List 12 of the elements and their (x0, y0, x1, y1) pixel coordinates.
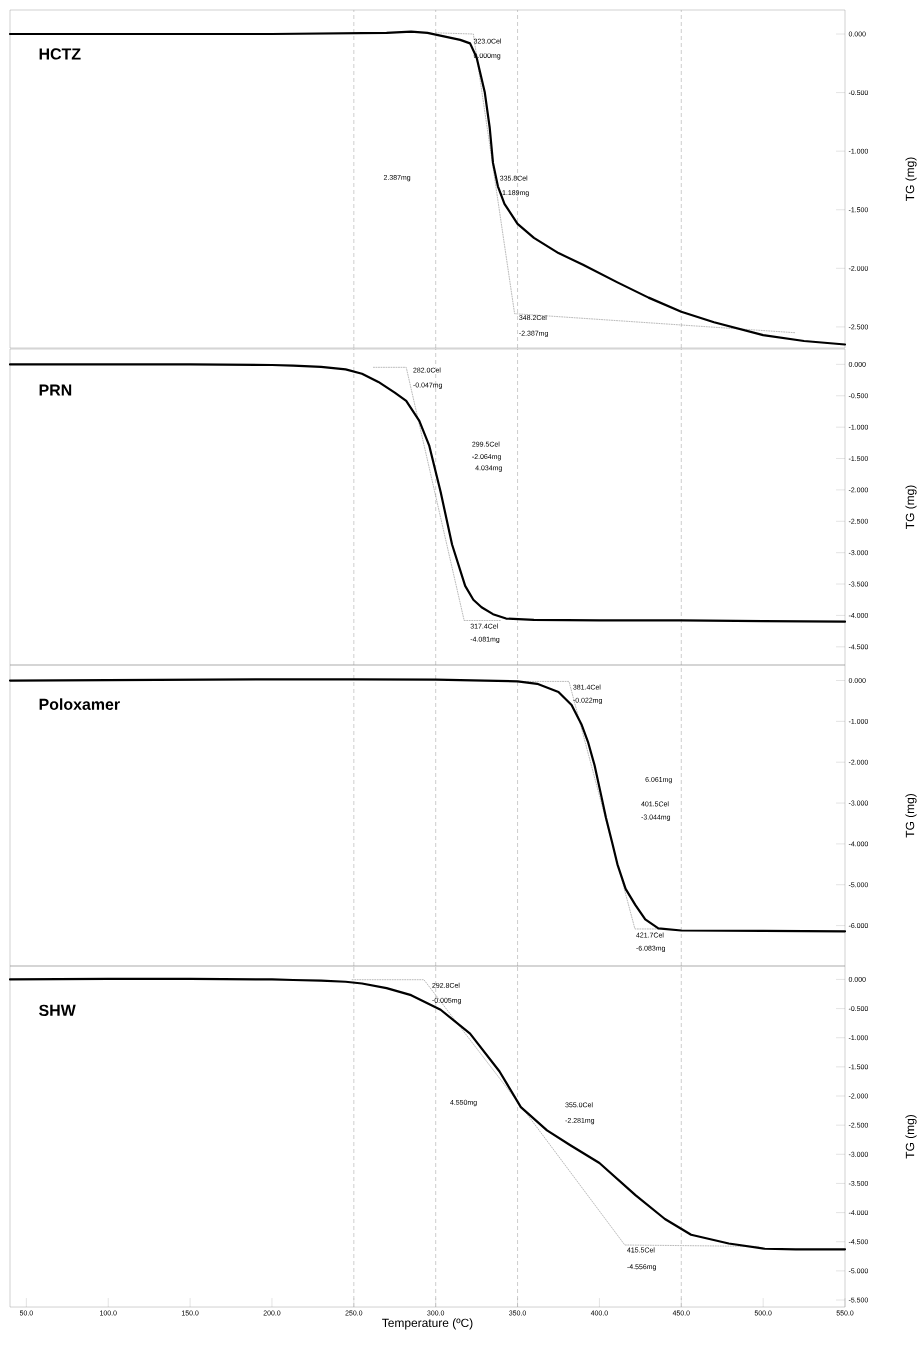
text: Poloxamer (39, 698, 120, 710)
line-series (8, 678, 847, 933)
line-series (8, 977, 847, 1251)
y-axis-title: TG (mg) (905, 157, 917, 201)
text: PRN (39, 384, 72, 396)
y-axis-title: TG (mg) (905, 485, 917, 529)
x-axis-title: Temperature (ºC) (382, 1318, 473, 1330)
line-series (351, 979, 759, 1247)
text: HCTZ (39, 48, 81, 60)
y-axis-title: TG (mg) (905, 794, 917, 838)
y-axis-title: TG (mg) (905, 1115, 917, 1159)
text: SHW (39, 1004, 76, 1016)
